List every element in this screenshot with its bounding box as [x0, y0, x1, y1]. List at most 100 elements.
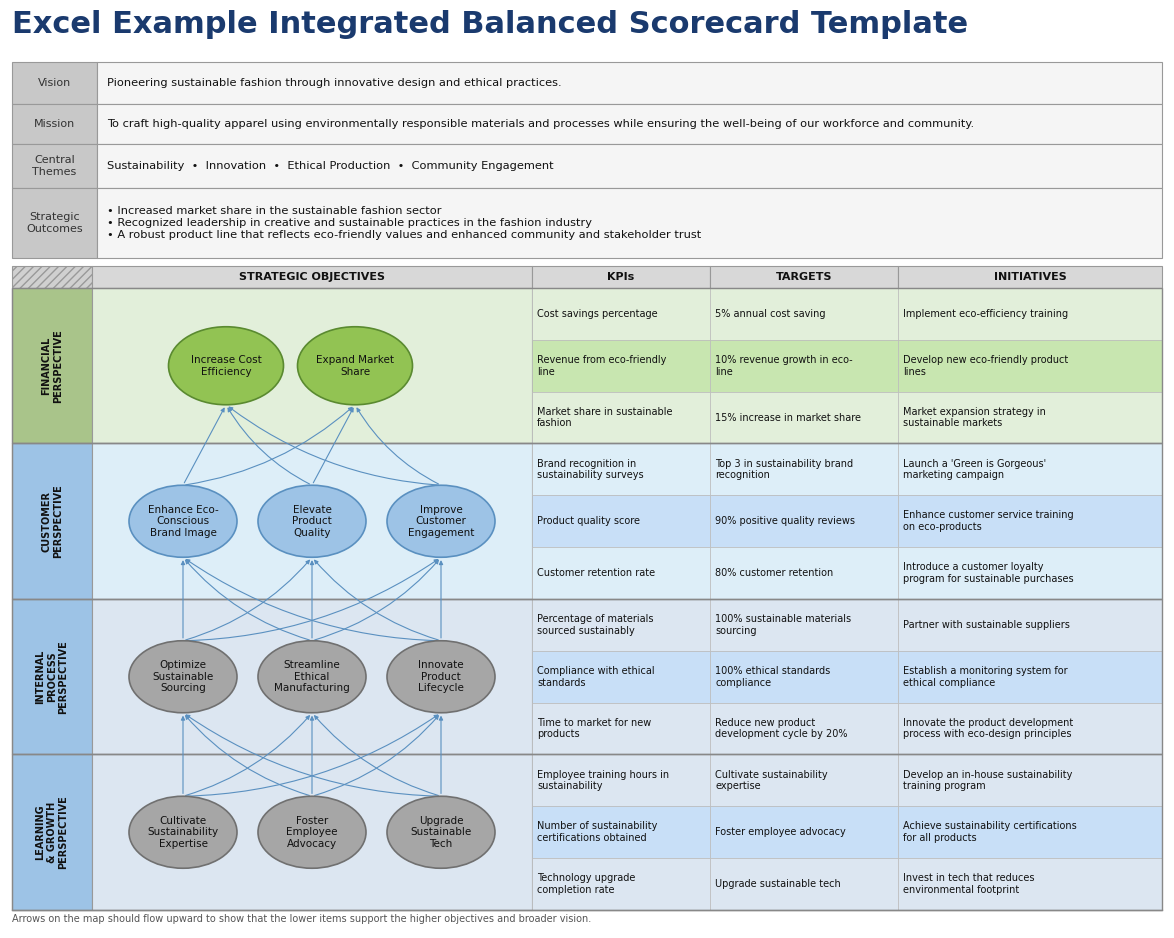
Text: TARGETS: TARGETS [776, 272, 832, 282]
FancyBboxPatch shape [532, 444, 710, 495]
Ellipse shape [129, 485, 237, 557]
Text: Develop new eco-friendly product
lines: Develop new eco-friendly product lines [903, 355, 1068, 376]
FancyBboxPatch shape [898, 340, 1162, 392]
Text: Pioneering sustainable fashion through innovative design and ethical practices.: Pioneering sustainable fashion through i… [107, 78, 561, 88]
FancyBboxPatch shape [12, 444, 92, 599]
Text: Number of sustainability
certifications obtained: Number of sustainability certifications … [537, 822, 657, 843]
FancyBboxPatch shape [92, 599, 532, 754]
FancyBboxPatch shape [12, 754, 92, 910]
Text: 100% sustainable materials
sourcing: 100% sustainable materials sourcing [715, 614, 851, 636]
FancyBboxPatch shape [898, 858, 1162, 910]
FancyBboxPatch shape [898, 266, 1162, 288]
FancyBboxPatch shape [532, 392, 710, 444]
Text: Invest in tech that reduces
environmental footprint: Invest in tech that reduces environmenta… [903, 873, 1034, 895]
FancyBboxPatch shape [97, 62, 1162, 104]
Ellipse shape [129, 641, 237, 713]
Text: Improve
Customer
Engagement: Improve Customer Engagement [407, 505, 474, 537]
Text: INTERNAL
PROCESS
PERSPECTIVE: INTERNAL PROCESS PERSPECTIVE [35, 640, 68, 714]
Text: Elevate
Product
Quality: Elevate Product Quality [292, 505, 332, 537]
Ellipse shape [387, 485, 495, 557]
FancyBboxPatch shape [12, 266, 92, 288]
Text: Expand Market
Share: Expand Market Share [316, 355, 394, 376]
Text: Cost savings percentage: Cost savings percentage [537, 309, 657, 319]
FancyBboxPatch shape [710, 703, 898, 754]
FancyBboxPatch shape [532, 703, 710, 754]
Text: Establish a monitoring system for
ethical compliance: Establish a monitoring system for ethica… [903, 666, 1067, 688]
Text: Streamline
Ethical
Manufacturing: Streamline Ethical Manufacturing [274, 660, 350, 693]
Text: 90% positive quality reviews: 90% positive quality reviews [715, 516, 855, 526]
FancyBboxPatch shape [97, 104, 1162, 144]
FancyBboxPatch shape [92, 444, 532, 599]
Text: Arrows on the map should flow upward to show that the lower items support the hi: Arrows on the map should flow upward to … [12, 914, 592, 924]
Text: Cultivate
Sustainability
Expertise: Cultivate Sustainability Expertise [148, 816, 218, 849]
Text: Sustainability  •  Innovation  •  Ethical Production  •  Community Engagement: Sustainability • Innovation • Ethical Pr… [107, 161, 554, 171]
Text: Develop an in-house sustainability
training program: Develop an in-house sustainability train… [903, 769, 1072, 792]
Text: Achieve sustainability certifications
for all products: Achieve sustainability certifications fo… [903, 822, 1077, 843]
Ellipse shape [258, 796, 366, 869]
FancyBboxPatch shape [12, 188, 97, 258]
FancyBboxPatch shape [898, 444, 1162, 495]
Text: Brand recognition in
sustainability surveys: Brand recognition in sustainability surv… [537, 459, 643, 480]
FancyBboxPatch shape [532, 651, 710, 703]
FancyBboxPatch shape [532, 599, 710, 651]
FancyBboxPatch shape [92, 266, 532, 288]
FancyBboxPatch shape [532, 754, 710, 807]
FancyBboxPatch shape [898, 754, 1162, 807]
FancyBboxPatch shape [12, 288, 92, 444]
Text: 5% annual cost saving: 5% annual cost saving [715, 309, 825, 319]
FancyBboxPatch shape [710, 392, 898, 444]
Text: Launch a 'Green is Gorgeous'
marketing campaign: Launch a 'Green is Gorgeous' marketing c… [903, 459, 1046, 480]
Text: Foster
Employee
Advocacy: Foster Employee Advocacy [286, 816, 338, 849]
Text: 100% ethical standards
compliance: 100% ethical standards compliance [715, 666, 830, 688]
Text: Strategic
Outcomes: Strategic Outcomes [26, 212, 83, 234]
Text: Time to market for new
products: Time to market for new products [537, 718, 652, 739]
Text: To craft high-quality apparel using environmentally responsible materials and pr: To craft high-quality apparel using envi… [107, 119, 974, 129]
Text: INITIATIVES: INITIATIVES [993, 272, 1066, 282]
FancyBboxPatch shape [97, 144, 1162, 188]
Text: FINANCIAL
PERSPECTIVE: FINANCIAL PERSPECTIVE [41, 329, 62, 402]
FancyBboxPatch shape [710, 547, 898, 599]
Ellipse shape [169, 326, 283, 405]
FancyBboxPatch shape [532, 547, 710, 599]
Text: CUSTOMER
PERSPECTIVE: CUSTOMER PERSPECTIVE [41, 484, 62, 558]
FancyBboxPatch shape [532, 807, 710, 858]
Text: Foster employee advocacy: Foster employee advocacy [715, 827, 845, 838]
FancyBboxPatch shape [898, 392, 1162, 444]
Text: Enhance Eco-
Conscious
Brand Image: Enhance Eco- Conscious Brand Image [148, 505, 218, 537]
FancyBboxPatch shape [12, 599, 92, 754]
Text: Mission: Mission [34, 119, 75, 129]
Text: Implement eco-efficiency training: Implement eco-efficiency training [903, 309, 1068, 319]
FancyBboxPatch shape [532, 266, 710, 288]
Text: Compliance with ethical
standards: Compliance with ethical standards [537, 666, 655, 688]
Text: Percentage of materials
sourced sustainably: Percentage of materials sourced sustaina… [537, 614, 654, 636]
Text: Innovate
Product
Lifecycle: Innovate Product Lifecycle [418, 660, 464, 693]
FancyBboxPatch shape [710, 599, 898, 651]
FancyBboxPatch shape [898, 703, 1162, 754]
Text: Market share in sustainable
fashion: Market share in sustainable fashion [537, 407, 673, 429]
FancyBboxPatch shape [92, 754, 532, 910]
FancyBboxPatch shape [898, 495, 1162, 547]
Text: 15% increase in market share: 15% increase in market share [715, 413, 861, 423]
Text: Increase Cost
Efficiency: Increase Cost Efficiency [190, 355, 262, 376]
Text: Revenue from eco-friendly
line: Revenue from eco-friendly line [537, 355, 667, 376]
Text: Customer retention rate: Customer retention rate [537, 568, 655, 578]
Text: Enhance customer service training
on eco-products: Enhance customer service training on eco… [903, 510, 1074, 532]
FancyBboxPatch shape [898, 807, 1162, 858]
Text: Upgrade
Sustainable
Tech: Upgrade Sustainable Tech [411, 816, 472, 849]
FancyBboxPatch shape [898, 599, 1162, 651]
FancyBboxPatch shape [532, 288, 710, 340]
FancyBboxPatch shape [12, 62, 97, 104]
FancyBboxPatch shape [532, 340, 710, 392]
Text: Optimize
Sustainable
Sourcing: Optimize Sustainable Sourcing [153, 660, 214, 693]
Text: Product quality score: Product quality score [537, 516, 640, 526]
FancyBboxPatch shape [710, 266, 898, 288]
FancyBboxPatch shape [97, 188, 1162, 258]
FancyBboxPatch shape [710, 288, 898, 340]
Ellipse shape [387, 796, 495, 869]
Ellipse shape [129, 796, 237, 869]
Text: Partner with sustainable suppliers: Partner with sustainable suppliers [903, 620, 1070, 630]
Text: Innovate the product development
process with eco-design principles: Innovate the product development process… [903, 718, 1073, 739]
FancyBboxPatch shape [12, 144, 97, 188]
FancyBboxPatch shape [898, 288, 1162, 340]
FancyBboxPatch shape [898, 651, 1162, 703]
